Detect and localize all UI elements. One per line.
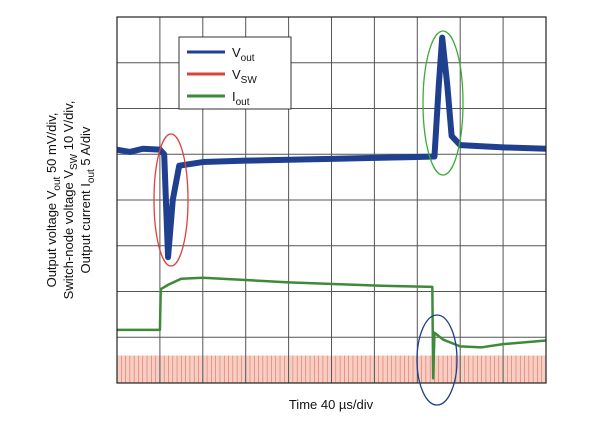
y-axis-label-sub: SW — [69, 153, 80, 170]
series-line — [116, 34, 547, 261]
legend-label-main: V — [232, 45, 241, 60]
legend-label: Vout — [232, 45, 255, 64]
y-axis-label-part: Switch-node voltage V — [61, 170, 76, 300]
legend-label-main: I — [232, 89, 236, 104]
y-axis-label-line: Output voltage Vout 50 mV/div, — [44, 113, 63, 288]
y-axis-label-line: Output current Iout 5 A/div — [78, 126, 97, 273]
plot-frame — [116, 16, 547, 384]
legend-label-sub: out — [236, 97, 250, 108]
x-axis-label: Time 40 µs/div — [289, 397, 374, 412]
series-line — [117, 276, 547, 380]
annotation-ellipse — [153, 133, 189, 267]
legend-label: Iout — [232, 89, 250, 108]
legend-label-main: V — [232, 67, 241, 82]
y-axis-label-sub: out — [86, 169, 97, 183]
y-axis-label-line: Switch-node voltage VSW 10 V/div, — [61, 101, 80, 300]
y-axis-label: Output voltage Vout 50 mV/div,Switch-nod… — [44, 101, 97, 300]
annotation-ellipse — [422, 30, 464, 176]
plot-area — [116, 16, 547, 384]
y-axis-label-part: Output voltage V — [44, 190, 59, 287]
y-axis-label-part: Output current I — [78, 183, 93, 273]
annotation-ellipse — [416, 314, 458, 406]
y-axis-label-part: 5 A/div — [78, 126, 93, 169]
y-axis-label-sub: out — [52, 176, 63, 190]
y-axis-label-part: 10 V/div, — [61, 101, 76, 154]
y-axis-label-part: 50 mV/div, — [44, 113, 59, 177]
legend-label: VSW — [232, 67, 257, 86]
legend-label-sub: SW — [241, 75, 258, 86]
legend-label-sub: out — [241, 53, 255, 64]
